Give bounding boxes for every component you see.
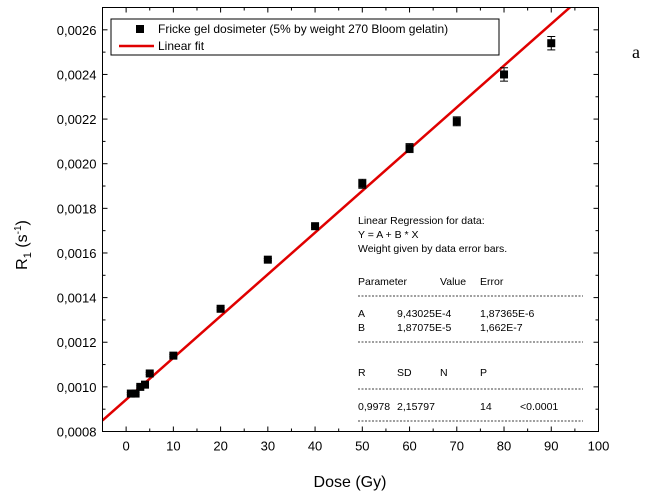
- y-axis-label-unit: (s: [14, 234, 31, 252]
- data-point: [311, 222, 320, 231]
- y-tick-label: 0,0026: [57, 23, 97, 38]
- stat-header-n: N: [440, 367, 448, 379]
- data-point: [169, 351, 178, 360]
- stat-sd-value: 2,15797: [397, 401, 435, 413]
- x-tick-label: 90: [544, 439, 558, 454]
- param-b-value: 1,87075E-5: [397, 322, 451, 334]
- param-b-error: 1,662E-7: [480, 322, 523, 334]
- x-tick-label: 100: [588, 439, 610, 454]
- data-point: [500, 70, 509, 79]
- y-axis-label-sub: 1: [22, 252, 34, 258]
- x-tick-label: 40: [308, 439, 322, 454]
- legend-label-line: Linear fit: [158, 39, 205, 53]
- param-a-value: 9,43025E-4: [397, 308, 451, 320]
- regression-annotation: Linear Regression for data: Y = A + B * …: [358, 215, 583, 422]
- legend-box: [110, 18, 500, 56]
- data-point: [141, 380, 150, 389]
- y-tick-label: 0,0020: [57, 157, 97, 172]
- x-tick-label: 0: [123, 439, 130, 454]
- y-tick-label: 0,0014: [57, 291, 97, 306]
- x-tick-label: 60: [402, 439, 416, 454]
- stat-header-p: P: [480, 367, 487, 379]
- stat-header-sd: SD: [397, 367, 412, 379]
- y-axis-label-unit-sup: -1: [13, 225, 24, 234]
- data-point: [452, 117, 461, 126]
- param-a-name: A: [358, 308, 365, 320]
- param-a-error: 1,87365E-6: [480, 308, 534, 320]
- annotation-line-1: Linear Regression for data:: [358, 215, 485, 227]
- y-tick-label: 0,0008: [57, 425, 97, 440]
- data-point: [547, 39, 556, 48]
- legend-marker-scatter: [136, 25, 144, 33]
- param-header-parameter: Parameter: [358, 276, 408, 288]
- marks-layer: [102, 7, 572, 422]
- data-point: [131, 389, 140, 398]
- y-tick-label: 0,0018: [57, 201, 97, 216]
- annotation-line-2: Y = A + B * X: [358, 229, 419, 241]
- annotation-line-3: Weight given by data error bars.: [358, 243, 507, 255]
- data-point: [136, 382, 145, 391]
- fit-line: [102, 7, 572, 422]
- legend-label-scatter: Fricke gel dosimeter (5% by weight 270 B…: [158, 22, 448, 36]
- x-tick-label: 80: [497, 439, 511, 454]
- param-header-error: Error: [480, 276, 504, 288]
- plot-frame: [102, 7, 599, 432]
- param-header-value: Value: [440, 276, 466, 288]
- x-axis-label: Dose (Gy): [314, 474, 387, 491]
- x-tick-label: 70: [450, 439, 464, 454]
- data-point: [405, 144, 414, 153]
- stat-n-value: 14: [480, 401, 492, 413]
- x-tick-label: 10: [166, 439, 180, 454]
- x-tick-label: 50: [355, 439, 369, 454]
- data-point: [263, 255, 272, 264]
- panel-label: a: [632, 42, 640, 62]
- stat-p-value: <0.0001: [520, 401, 558, 413]
- data-point: [126, 389, 135, 398]
- x-tick-label: 30: [261, 439, 275, 454]
- data-point: [145, 369, 154, 378]
- stat-r-value: 0,9978: [358, 401, 390, 413]
- stat-header-r: R: [358, 367, 366, 379]
- y-tick-label: 0,0022: [57, 112, 97, 127]
- param-b-name: B: [358, 322, 365, 334]
- axes-layer: 0 10 20 30 40 50 60 70 80 90 100 0,0008 0,0010 0,0012…: [57, 7, 610, 454]
- y-axis-label: R1 (s-1): [13, 220, 34, 270]
- legend: Fricke gel dosimeter (5% by weight 270 B…: [110, 18, 500, 56]
- data-point: [358, 179, 367, 188]
- y-tick-label: 0,0016: [57, 246, 97, 261]
- data-point: [216, 304, 225, 313]
- y-axis-label-main: R: [14, 258, 31, 270]
- y-tick-label: 0,0012: [57, 335, 97, 350]
- y-axis-label-unit-close: ): [14, 220, 31, 225]
- x-tick-label: 20: [213, 439, 227, 454]
- y-tick-label: 0,0024: [57, 67, 97, 82]
- y-tick-label: 0,0010: [57, 380, 97, 395]
